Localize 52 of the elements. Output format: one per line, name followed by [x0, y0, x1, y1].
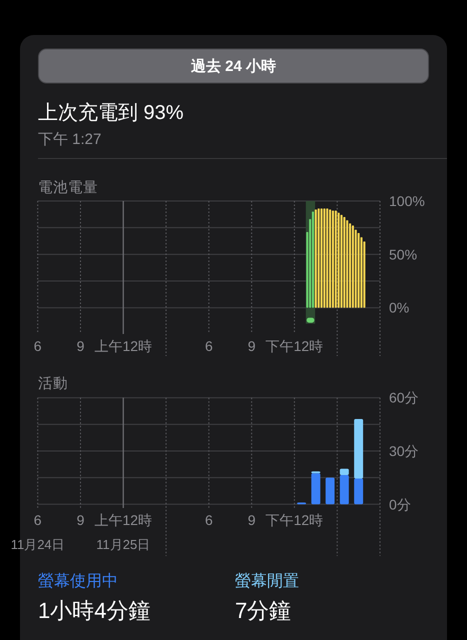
chart-title: 活動: [38, 375, 68, 392]
bar: [354, 230, 357, 308]
x-tick-label: 9: [248, 512, 256, 528]
bar: [346, 220, 348, 308]
bar: [354, 478, 364, 504]
bar: [340, 474, 349, 504]
bar: [340, 214, 343, 308]
x-tick-label: 上午12時: [94, 338, 152, 354]
x-tick-label: 上午12時 11月25日: [94, 512, 152, 552]
x-tick-label: 6 11月24日: [10, 512, 65, 552]
bar: [349, 223, 352, 308]
text: 螢幕閒置: [235, 572, 299, 590]
text: 1小時4分鐘: [38, 598, 150, 623]
bar: [320, 208, 323, 308]
bar: [363, 242, 366, 308]
bar: [352, 226, 354, 308]
x-tick-label: 9: [248, 338, 256, 354]
bar: [340, 468, 349, 475]
y-tick-label: 0分: [389, 496, 411, 512]
bar: [311, 473, 320, 504]
bar: [326, 478, 335, 504]
bar: [312, 212, 314, 308]
bar: [323, 208, 326, 308]
bar: [326, 208, 328, 308]
bar: [318, 208, 320, 308]
text: 過去 24 小時: [190, 58, 276, 75]
bar: [358, 233, 360, 308]
y-tick-label: 0%: [389, 300, 410, 316]
bar: [334, 210, 337, 308]
bar: [314, 210, 317, 308]
bar: [343, 217, 346, 308]
x-tick-label: 9: [76, 512, 85, 528]
x-tick-label: 6: [34, 338, 42, 354]
x-tick-label: 6: [204, 338, 213, 354]
bar: [354, 419, 364, 479]
y-tick-label: 60分: [389, 390, 419, 406]
text: 螢幕使用中: [38, 572, 118, 590]
bar: [360, 237, 362, 308]
y-tick-label: 100%: [389, 193, 425, 209]
text: 下午 1:27: [38, 131, 102, 148]
bar: [329, 210, 332, 308]
x-tick-label: 下午12時: [266, 512, 324, 528]
bar: [332, 210, 334, 308]
bar: [338, 212, 340, 308]
x-tick-label: 下午12時: [266, 338, 324, 354]
text: 上次充電到 93%: [38, 102, 184, 124]
y-tick-label: 50%: [389, 246, 418, 262]
text: 7分鐘: [235, 598, 292, 623]
y-tick-label: 30分: [389, 443, 419, 459]
x-tick-label: 9: [76, 338, 85, 354]
x-tick-label: 6: [204, 512, 213, 528]
chart-title: 電池電量: [38, 179, 98, 196]
